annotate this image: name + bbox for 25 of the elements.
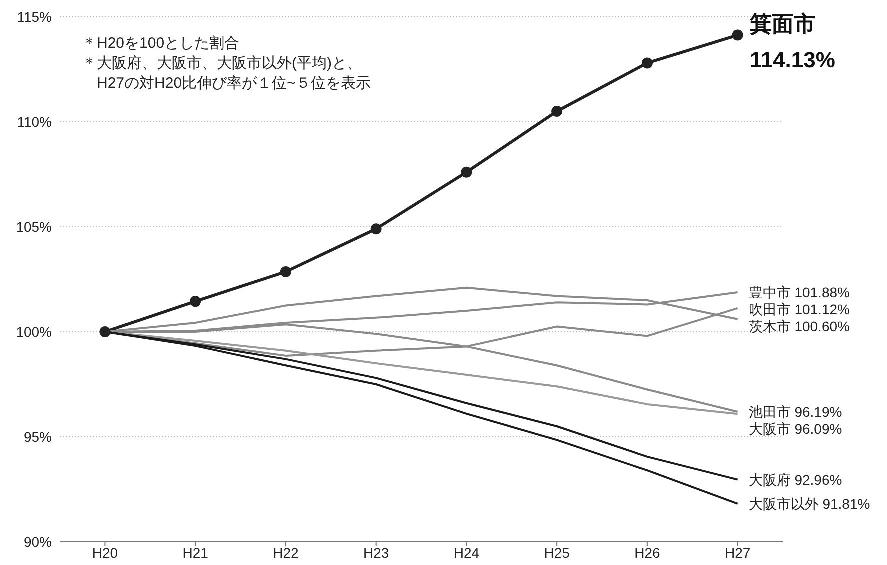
series-label: 箕面市	[748, 11, 816, 36]
y-tick-label: 90%	[24, 534, 52, 550]
x-tick-label: H20	[92, 544, 118, 561]
text: 大阪府 92.96%	[748, 472, 842, 488]
text: 大阪市以外 91.81%	[748, 496, 870, 512]
y-tick-label: 115%	[17, 8, 52, 25]
annotation: ＊大阪府、大阪市、大阪市以外(平均)と、H27の対H20比伸び率が１位~５位を表示	[82, 54, 372, 94]
text: 茨木市 100.60%	[748, 318, 850, 335]
text: 大阪市 96.09%	[748, 421, 842, 438]
text: 吹田市 101.12%	[748, 302, 850, 318]
x-tick-label: H21	[182, 544, 209, 561]
x-tick-label: H27	[724, 544, 751, 561]
y-tick-label: 110%	[17, 114, 52, 130]
annotation: ＊H20を100とした割合	[82, 34, 241, 54]
x-tick-label: H24	[454, 544, 480, 561]
y-tick-label: 100%	[16, 324, 52, 340]
x-tick-label: H26	[634, 544, 660, 561]
y-tick-label: 105%	[16, 218, 52, 235]
data-label: 114.13%	[750, 47, 836, 72]
x-tick-label: H22	[273, 544, 299, 561]
x-tick-label: H23	[363, 544, 390, 561]
text: 池田市 96.19%	[748, 404, 842, 420]
y-tick-label: 95%	[24, 428, 52, 445]
text: 豊中市 101.88%	[748, 284, 850, 301]
x-tick-label: H25	[544, 544, 570, 561]
